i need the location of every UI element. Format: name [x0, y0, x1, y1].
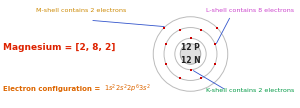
Text: Electron configuration =: Electron configuration =	[3, 86, 103, 92]
Text: L-shell contains 8 electrons: L-shell contains 8 electrons	[206, 8, 295, 13]
Text: M-shell contains 2 electrons: M-shell contains 2 electrons	[36, 8, 126, 13]
Text: K-shell contains 2 electrons: K-shell contains 2 electrons	[206, 88, 295, 93]
Ellipse shape	[180, 44, 201, 64]
Text: $1s^{2}2s^{2}2p^{6}3s^{2}$: $1s^{2}2s^{2}2p^{6}3s^{2}$	[103, 82, 150, 95]
Text: 12 P: 12 P	[181, 43, 200, 52]
Text: Magnesium = [2, 8, 2]: Magnesium = [2, 8, 2]	[3, 43, 116, 52]
Text: 12 N: 12 N	[181, 56, 200, 65]
